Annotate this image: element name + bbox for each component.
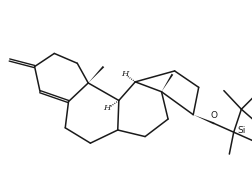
Text: H: H <box>103 104 110 112</box>
Text: Si: Si <box>237 126 245 135</box>
Polygon shape <box>88 66 104 83</box>
Polygon shape <box>193 115 213 124</box>
Text: H: H <box>120 70 128 78</box>
Text: O: O <box>210 111 217 120</box>
Polygon shape <box>161 74 173 92</box>
